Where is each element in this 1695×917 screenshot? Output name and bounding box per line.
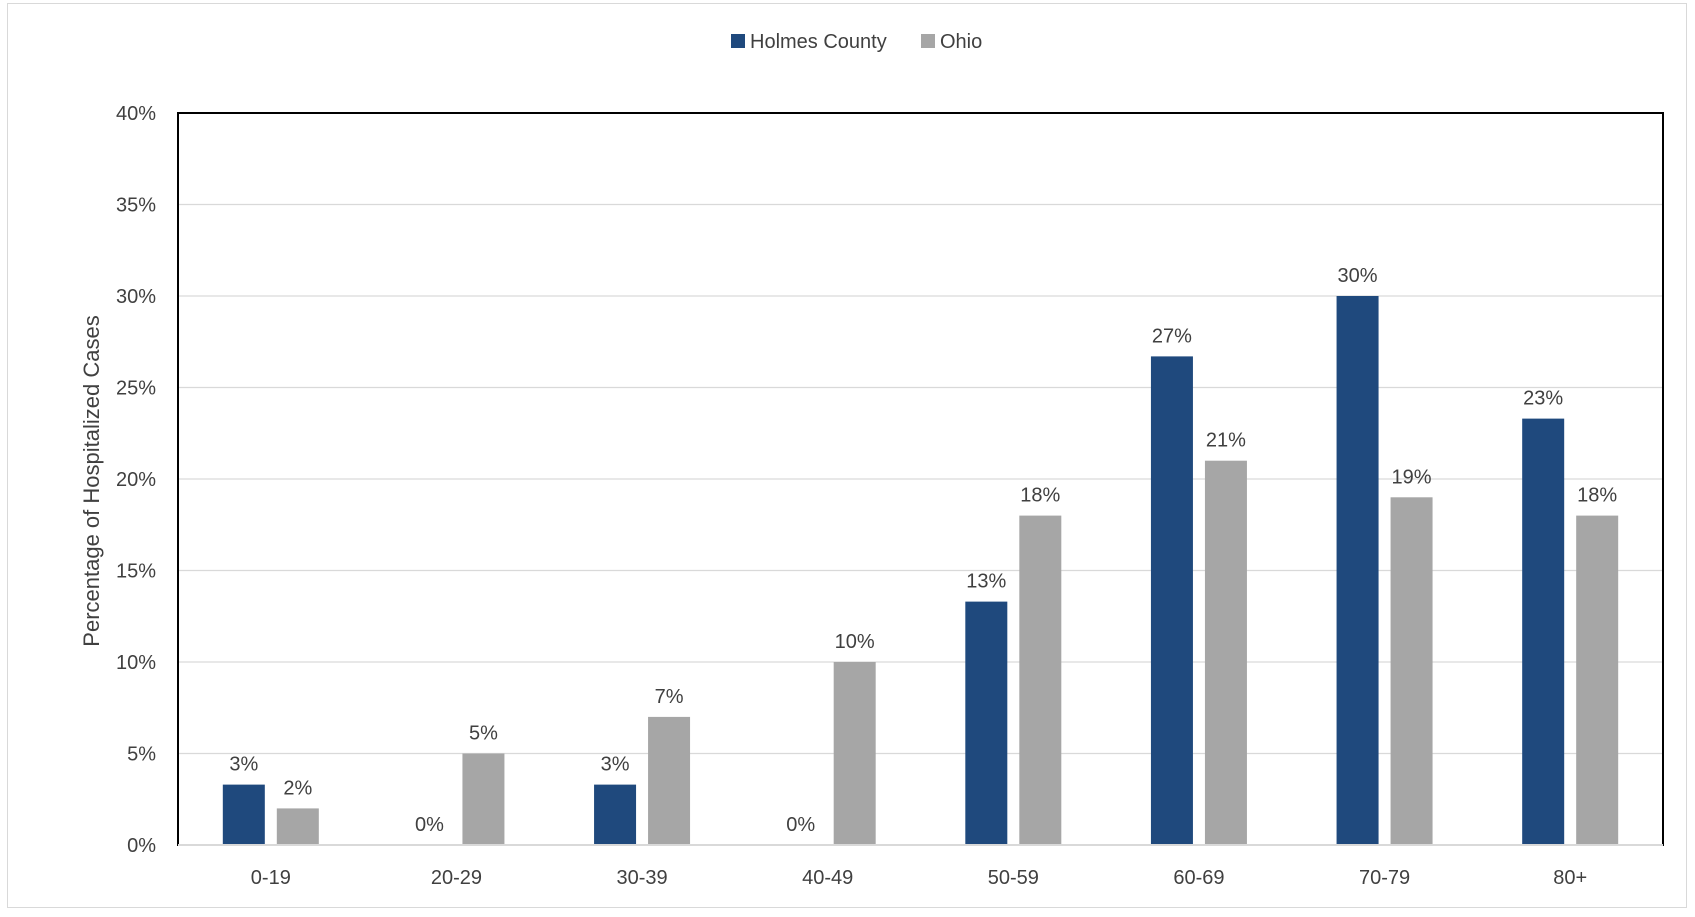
bar-data-labels: 3% 2% 0% 5% 3% 7% 0% 10% 13% 18% 27% 21% 30% 19% 23% 18… <box>229 265 1617 836</box>
y-tick-label: 35% <box>116 195 156 217</box>
bar-data-label: 18% <box>1577 485 1617 507</box>
bar-data-label: 23% <box>1523 388 1563 410</box>
y-tick-label: 5% <box>127 744 156 766</box>
y-tick-label: 0% <box>127 835 156 857</box>
bar-ohio-20-29 <box>462 753 505 845</box>
bar-data-label: 27% <box>1152 325 1192 347</box>
y-tick-label: 10% <box>116 652 156 674</box>
bar-data-label: 3% <box>229 754 258 776</box>
x-tick-label: 0-19 <box>251 867 291 889</box>
x-axis-tick-labels: 0-19 20-29 30-39 40-49 50-59 60-69 70-79 80+ <box>251 867 1587 889</box>
y-tick-label: 15% <box>116 561 156 583</box>
x-tick-label: 40-49 <box>802 867 853 889</box>
bar-ohio-60-69 <box>1204 460 1247 845</box>
bar-data-label: 3% <box>601 754 630 776</box>
x-tick-label: 50-59 <box>988 867 1039 889</box>
bar-holmes-county-30-39 <box>594 784 637 845</box>
bar-holmes-county-0-19 <box>222 784 265 845</box>
y-axis-tick-labels: 0% 5% 10% 15% 20% 25% 30% 35% 40% <box>116 103 156 857</box>
y-axis-label: Percentage of Hospitalized Cases <box>79 315 104 646</box>
bar-data-label: 30% <box>1338 265 1378 287</box>
bar-data-label: 0% <box>786 814 815 836</box>
bar-data-label: 7% <box>655 686 684 708</box>
y-tick-label: 30% <box>116 286 156 308</box>
bar-ohio-80+ <box>1576 515 1619 845</box>
bar-data-label: 0% <box>415 814 444 836</box>
legend-label: Ohio <box>940 31 982 53</box>
bars <box>222 296 1619 845</box>
legend-label: Holmes County <box>750 31 887 53</box>
bar-holmes-county-80+ <box>1522 418 1565 845</box>
y-tick-label: 40% <box>116 103 156 125</box>
bar-ohio-70-79 <box>1390 497 1433 845</box>
bar-data-label: 13% <box>966 571 1006 593</box>
x-tick-label: 60-69 <box>1173 867 1224 889</box>
legend-swatch <box>731 34 745 48</box>
bar-data-label: 2% <box>283 777 312 799</box>
bar-ohio-0-19 <box>276 808 319 845</box>
legend: Holmes County Ohio <box>731 31 982 53</box>
y-tick-label: 20% <box>116 469 156 491</box>
bar-holmes-county-50-59 <box>965 601 1008 845</box>
bar-data-label: 10% <box>835 631 875 653</box>
x-tick-label: 20-29 <box>431 867 482 889</box>
legend-swatch <box>921 34 935 48</box>
y-tick-label: 25% <box>116 378 156 400</box>
bar-holmes-county-60-69 <box>1150 356 1193 845</box>
bar-ohio-30-39 <box>648 716 691 845</box>
x-tick-label: 80+ <box>1553 867 1587 889</box>
bar-holmes-county-70-79 <box>1336 296 1379 845</box>
bar-data-label: 5% <box>469 723 498 745</box>
bar-data-label: 21% <box>1206 430 1246 452</box>
bar-data-label: 18% <box>1020 485 1060 507</box>
gridlines <box>178 203 1663 755</box>
bar-ohio-40-49 <box>833 662 876 845</box>
x-tick-label: 30-39 <box>616 867 667 889</box>
bar-data-label: 19% <box>1392 466 1432 488</box>
bar-ohio-50-59 <box>1019 515 1062 845</box>
x-tick-label: 70-79 <box>1359 867 1410 889</box>
